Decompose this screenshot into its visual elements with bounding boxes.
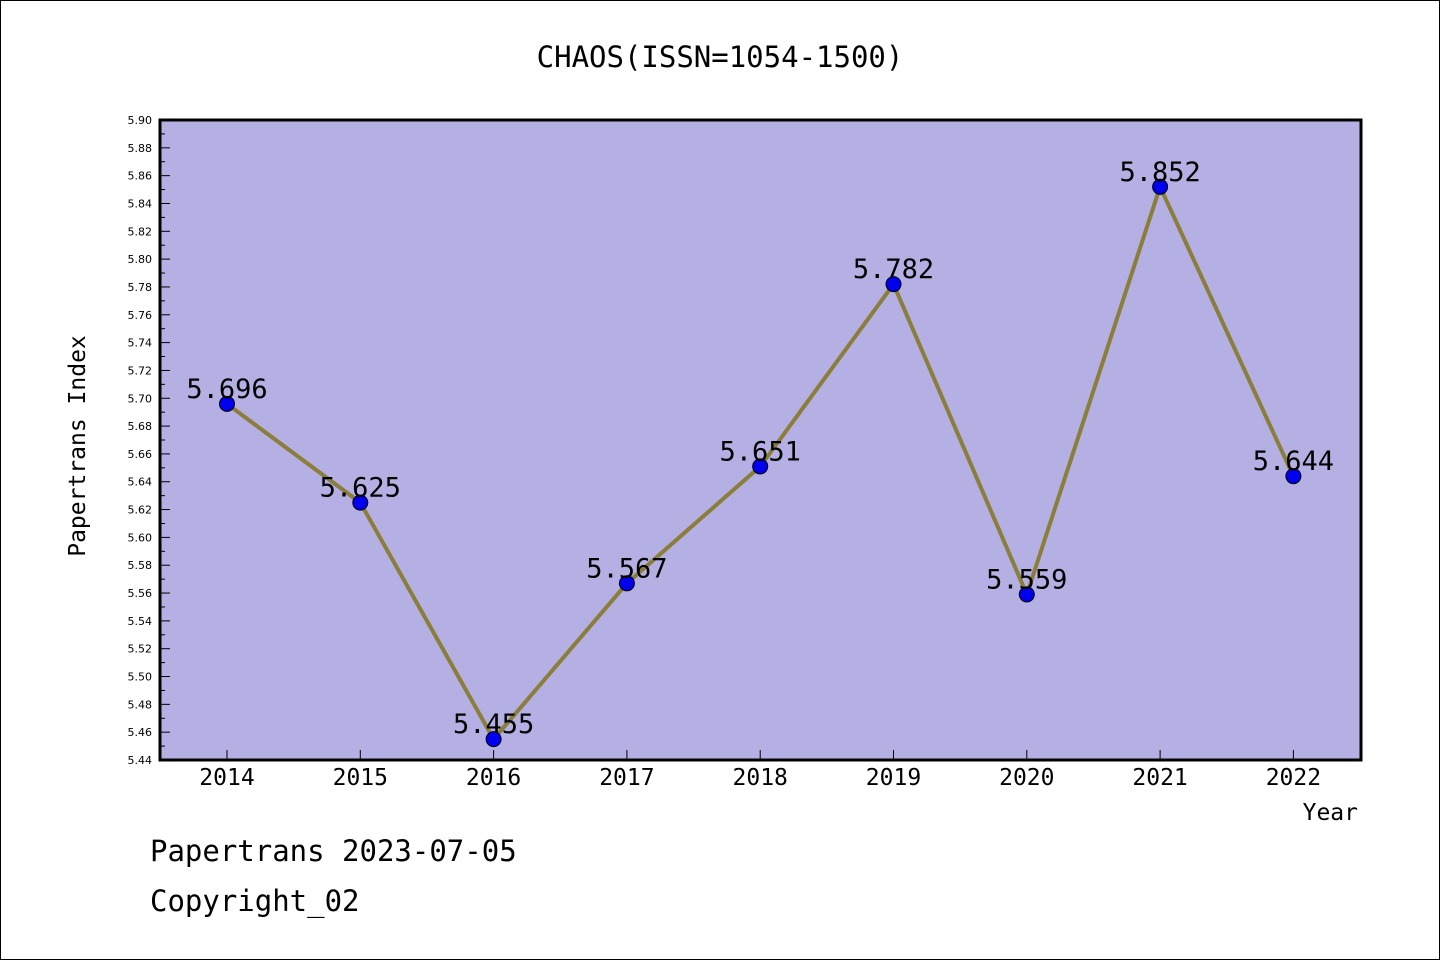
data-point	[1018, 586, 1035, 603]
y-tick-label: 5.76	[128, 309, 153, 322]
y-axis-label: Papertrans Index	[65, 335, 91, 557]
x-tick-label: 2020	[999, 765, 1054, 791]
x-tick-label: 2015	[333, 765, 388, 791]
x-axis: 2014 2015 2016 2017 2018 2019 2020 2021 2022	[199, 750, 1321, 791]
y-tick-label: 5.80	[128, 253, 153, 266]
y-tick-label: 5.44	[128, 754, 153, 767]
y-tick-label: 5.66	[128, 448, 153, 461]
data-label: 5.852	[1119, 157, 1200, 188]
footer-copyright: Copyright_02	[150, 884, 360, 918]
data-label: 5.651	[720, 436, 801, 467]
data-point	[352, 494, 369, 511]
y-tick-label: 5.84	[128, 197, 153, 210]
x-tick-label: 2017	[599, 765, 654, 791]
series-layer	[219, 178, 1302, 748]
y-tick-label: 5.70	[128, 392, 153, 405]
data-label: 5.644	[1253, 446, 1334, 477]
y-tick-label: 5.78	[128, 281, 153, 294]
data-label: 5.782	[853, 254, 934, 285]
y-tick-label: 5.54	[128, 615, 153, 628]
data-label: 5.625	[320, 473, 401, 504]
x-tick-label: 2022	[1266, 765, 1321, 791]
data-point	[485, 731, 502, 748]
data-point	[1285, 468, 1302, 485]
data-point	[752, 458, 769, 475]
y-tick-label: 5.64	[128, 476, 153, 489]
y-tick-label: 5.52	[128, 643, 153, 656]
y-tick-label: 5.50	[128, 671, 153, 684]
y-tick-label: 5.58	[128, 559, 153, 572]
x-axis-label: Year	[1303, 800, 1358, 826]
y-axis: 5.44 5.46 5.48 5.50 5.52 5.54 5.56 5.58 5.60 5.62…	[128, 114, 170, 767]
data-point	[1152, 178, 1169, 195]
y-tick-label: 5.60	[128, 531, 153, 544]
data-label: 5.567	[586, 553, 667, 584]
x-tick-label: 2019	[866, 765, 921, 791]
plot-area	[158, 118, 1363, 762]
y-tick-label: 5.88	[128, 142, 153, 155]
y-tick-label: 5.62	[128, 504, 153, 517]
data-point	[219, 395, 235, 412]
y-tick-label: 5.90	[128, 114, 153, 127]
y-tick-label: 5.74	[128, 337, 153, 350]
data-label: 5.559	[986, 564, 1067, 595]
y-tick-label: 5.72	[128, 364, 153, 377]
x-tick-label: 2021	[1132, 765, 1187, 791]
y-tick-label: 5.48	[128, 698, 153, 711]
y-tick-label: 5.86	[128, 170, 153, 183]
data-label: 5.696	[186, 374, 267, 405]
chart-title: CHAOS(ISSN=1054-1500)	[537, 40, 904, 74]
y-tick-label: 5.56	[128, 587, 153, 600]
data-point	[885, 276, 902, 293]
x-tick-label: 2016	[466, 765, 521, 791]
y-tick-label: 5.68	[128, 420, 153, 433]
y-tick-label: 5.46	[128, 726, 153, 739]
y-tick-label: 5.82	[128, 225, 153, 238]
x-tick-label: 2018	[733, 765, 788, 791]
data-label-layer: 5.696 5.625 5.455 5.567 5.651 5.782 5.559 5.852…	[186, 157, 1334, 740]
data-label: 5.455	[453, 709, 534, 740]
x-tick-label: 2014	[199, 765, 254, 791]
data-point	[618, 575, 635, 592]
footer-date: Papertrans 2023-07-05	[150, 834, 517, 868]
